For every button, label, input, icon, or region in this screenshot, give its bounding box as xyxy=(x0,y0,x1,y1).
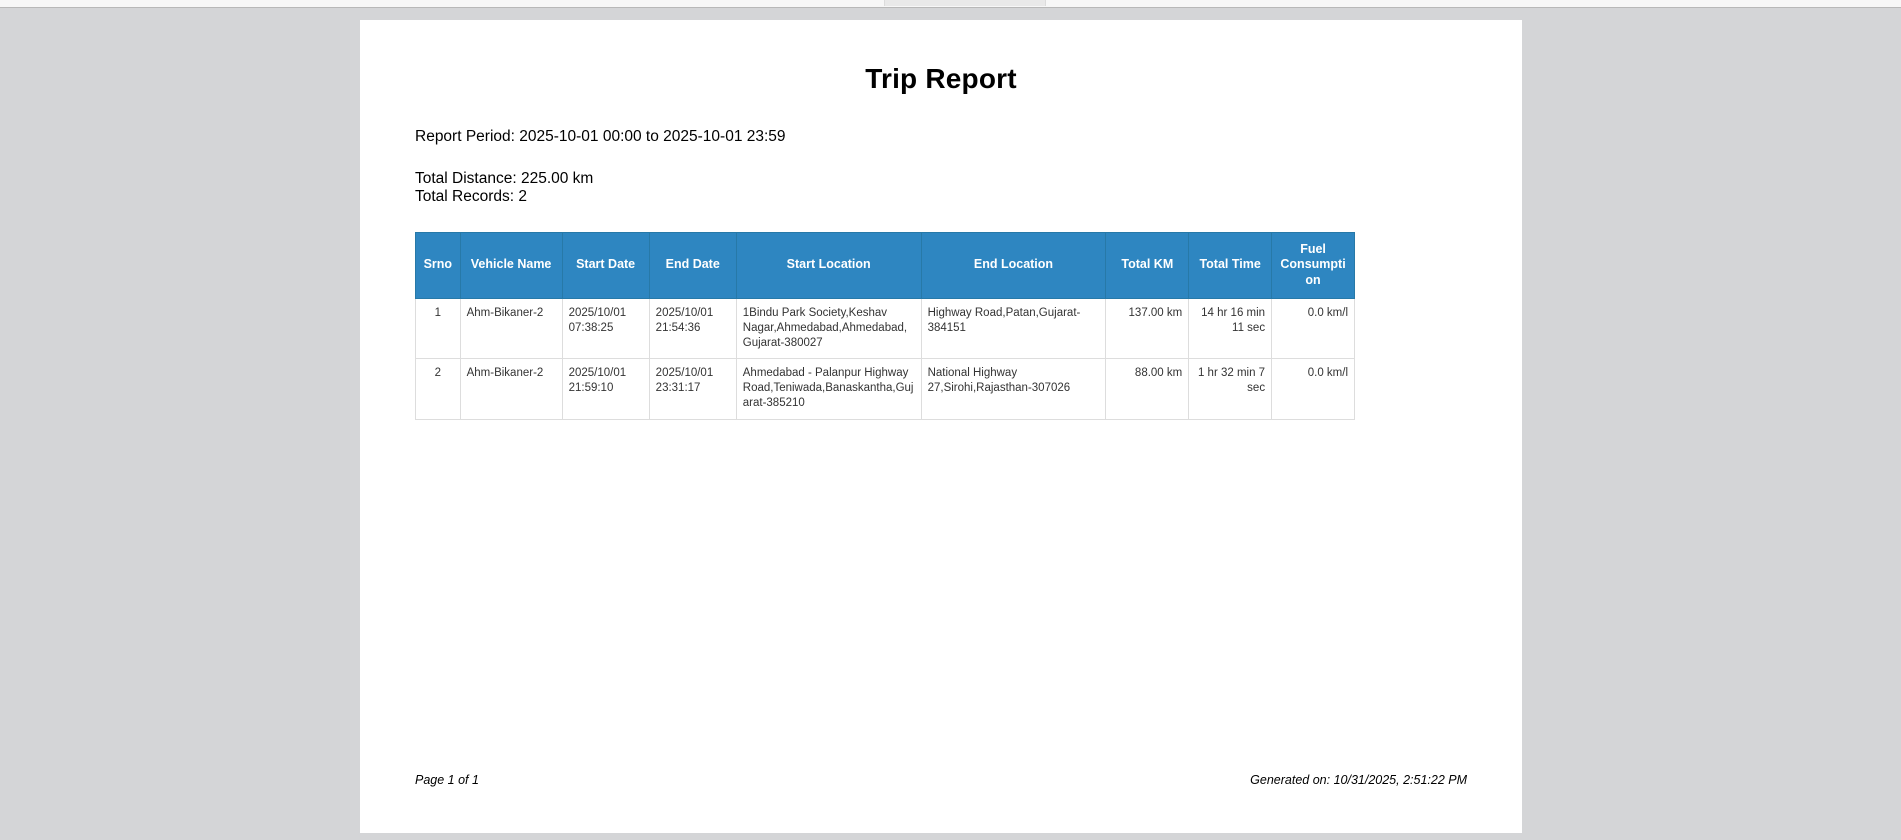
browser-toolbar-sliver xyxy=(0,0,1901,8)
trip-table-container: Srno Vehicle Name Start Date End Date St… xyxy=(415,206,1467,420)
total-distance-text: Total Distance: 225.00 km xyxy=(415,170,594,187)
table-header-row: Srno Vehicle Name Start Date End Date St… xyxy=(415,231,1355,299)
cell-end-location: Highway Road,Patan,Gujarat-384151 xyxy=(920,297,1107,360)
cell-start-date: 2025/10/01 21:59:10 xyxy=(561,358,650,420)
column-header-total-km: Total KM xyxy=(1105,231,1190,299)
cell-total-km: 88.00 km xyxy=(1105,358,1190,420)
column-header-vehicle-name: Vehicle Name xyxy=(459,231,563,299)
cell-vehicle-name: Ahm-Bikaner-2 xyxy=(459,297,563,360)
cell-total-time: 1 hr 32 min 7 sec xyxy=(1188,358,1273,420)
cell-end-location: National Highway 27,Sirohi,Rajasthan-307… xyxy=(920,358,1107,420)
cell-fuel-consumption: 0.0 km/l xyxy=(1271,358,1355,420)
column-header-end-date: End Date xyxy=(648,231,737,299)
report-period-text: Report Period: 2025-10-01 00:00 to 2025-… xyxy=(415,128,786,145)
footer-generated-on: Generated on: 10/31/2025, 2:51:22 PM xyxy=(1250,773,1467,787)
print-preview-page: Trip Report Report Period: 2025-10-01 00… xyxy=(360,20,1522,833)
cell-vehicle-name: Ahm-Bikaner-2 xyxy=(459,358,563,420)
column-header-end-location: End Location xyxy=(920,231,1107,299)
column-header-total-time: Total Time xyxy=(1188,231,1273,299)
page-title: Trip Report xyxy=(865,63,1017,94)
cell-total-km: 137.00 km xyxy=(1105,297,1190,360)
trip-table: Srno Vehicle Name Start Date End Date St… xyxy=(415,231,1355,420)
column-header-start-date: Start Date xyxy=(561,231,650,299)
cell-total-time: 14 hr 16 min 11 sec xyxy=(1188,297,1273,360)
table-row: 2 Ahm-Bikaner-2 2025/10/01 21:59:10 2025… xyxy=(415,358,1355,420)
totals-summary: Total Distance: 225.00 km Total Records:… xyxy=(415,146,1467,206)
page-footer: Page 1 of 1 Generated on: 10/31/2025, 2:… xyxy=(415,773,1467,787)
cell-start-location: 1Bindu Park Society,Keshav Nagar,Ahmedab… xyxy=(735,297,922,360)
cell-fuel-consumption: 0.0 km/l xyxy=(1271,297,1355,360)
cell-start-location: Ahmedabad - Palanpur Highway Road,Teniwa… xyxy=(735,358,922,420)
toolbar-chip xyxy=(884,0,1046,6)
column-header-srno: Srno xyxy=(415,231,461,299)
cell-start-date: 2025/10/01 07:38:25 xyxy=(561,297,650,360)
cell-end-date: 2025/10/01 21:54:36 xyxy=(648,297,737,360)
total-records-text: Total Records: 2 xyxy=(415,187,527,205)
cell-srno: 2 xyxy=(415,358,461,420)
table-row: 1 Ahm-Bikaner-2 2025/10/01 07:38:25 2025… xyxy=(415,297,1355,360)
column-header-fuel-consumption: Fuel Consumption xyxy=(1271,231,1355,299)
footer-page-info: Page 1 of 1 xyxy=(415,773,479,787)
column-header-start-location: Start Location xyxy=(735,231,922,299)
cell-srno: 1 xyxy=(415,297,461,360)
cell-end-date: 2025/10/01 23:31:17 xyxy=(648,358,737,420)
